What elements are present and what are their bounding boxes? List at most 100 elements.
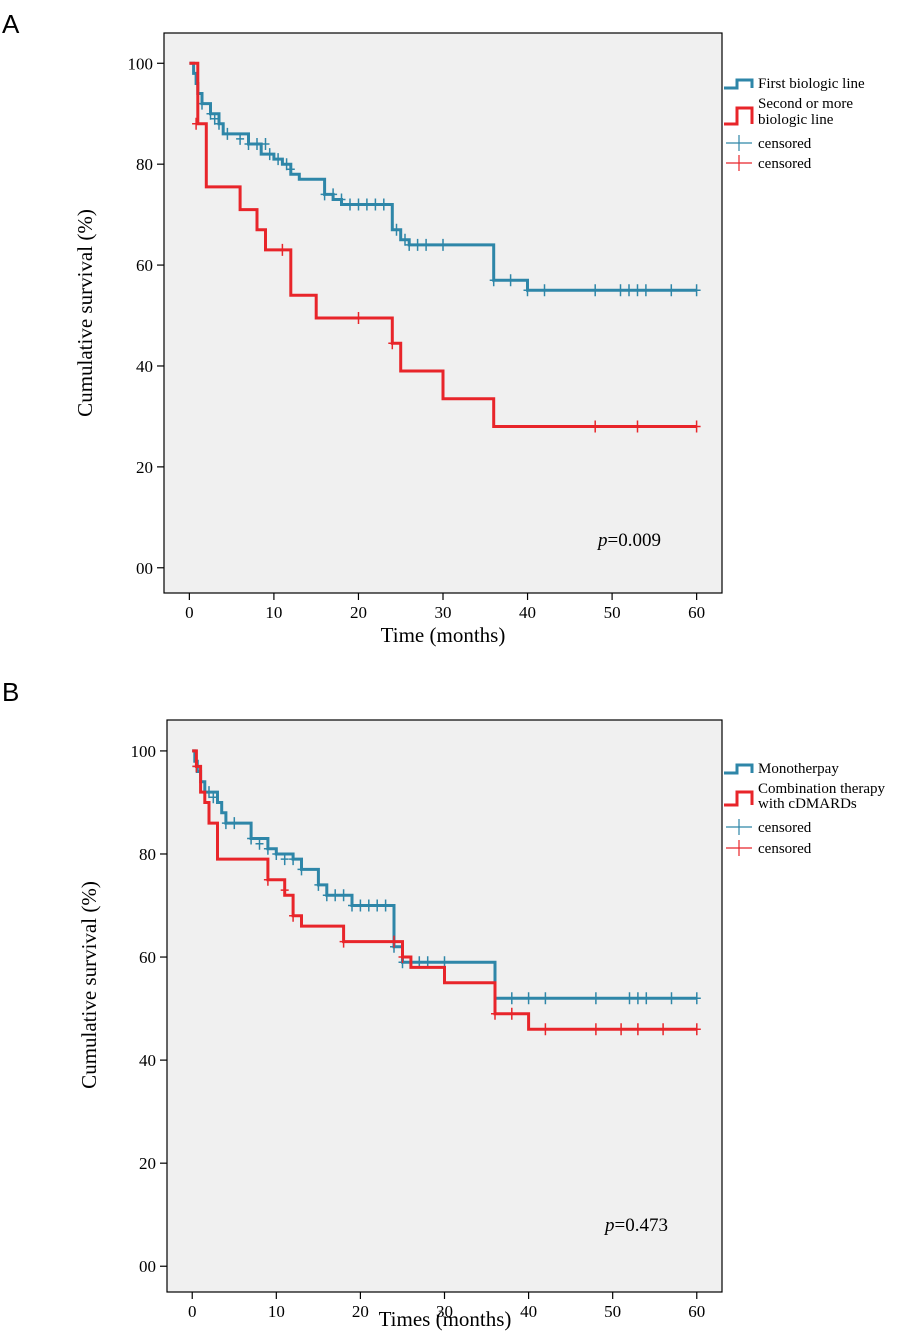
panel-a-legend-censor-mark-red (726, 155, 752, 171)
panel-b-series-2-censor-mark (591, 1023, 600, 1036)
panel-a-series-1-censor-mark (282, 158, 291, 171)
panel-b-series-1-censor-mark (209, 791, 218, 804)
panel-a-x-tick-label: 0 (185, 603, 194, 622)
panel-a-series-1-censor-mark (506, 274, 515, 287)
panel-b-chart: 0 10 20 30 40 50 60 00 20 40 60 80 100 Times (months… (77, 719, 886, 1331)
panel-a-series-1-censor-mark (413, 238, 422, 251)
panel-a-series-1-censor-mark (379, 198, 388, 211)
panel-a-series (189, 61, 701, 433)
panel-b-legend-censored-blue: censored (758, 820, 812, 836)
panel-b-y-tick-label: 00 (139, 1257, 156, 1276)
panel-a-x-tick-label: 40 (519, 603, 536, 622)
panel-b-x-tick-label: 60 (688, 1302, 705, 1321)
panel-b-series-2-censor-mark (289, 909, 298, 922)
panel-a-p-value-text: =0.009 (608, 530, 661, 551)
panel-b-series-2-censor-mark (398, 951, 407, 963)
panel-a-series-1-censor-mark (337, 193, 346, 206)
panel-b-series-1-censor-mark (339, 889, 348, 902)
panel-a-series-1-censor-mark (625, 284, 633, 297)
panel-a-series-2-censor-mark (633, 420, 642, 433)
panel-a-series-1-censor-mark (354, 198, 363, 211)
panel-a-series-2-censor-mark (591, 420, 600, 433)
panel-b-x-tick-label: 40 (520, 1302, 537, 1321)
panel-a-series-1-censor-mark (320, 188, 329, 201)
panel-b-series-2-censor-mark (633, 1023, 642, 1036)
panel-a-series-2-line (189, 61, 697, 428)
panel-a-legend: First biologic line Second or more biolog… (724, 76, 865, 172)
panel-a-series-1-censor-mark (215, 117, 223, 130)
panel-b-legend: Monotherpay Combination therapy with cDMA… (724, 761, 886, 857)
panel-a-legend-label-second-line: Second or more biologic line (758, 96, 853, 128)
panel-b-series (192, 749, 701, 1036)
panel-b-series-1-censor-mark (625, 992, 634, 1005)
panel-b-series-1-censor-mark (692, 992, 701, 1005)
panel-a-series-1-censor-mark (206, 107, 215, 120)
panel-a-series-1-censor-mark (523, 284, 532, 297)
panel-b-plot-area (166, 719, 723, 1293)
panel-a-series-2-censor-mark (278, 243, 287, 256)
panel-b-y-axis-title: Cumulative survival (%) (77, 881, 101, 1089)
panel-b-series-2-censor-mark (339, 935, 348, 948)
panel-a-y-tick-label: 80 (136, 155, 153, 174)
panel-b-series-2-censor-mark (390, 935, 398, 948)
panel-b-x-tick-label: 10 (268, 1302, 285, 1321)
panel-label-b: B (2, 677, 19, 707)
panel-a-series-1-censor-mark (329, 188, 338, 201)
panel-b-series-1-censor-mark (642, 992, 651, 1005)
panel-b-legend-label-monotherapy: Monotherpay (758, 761, 839, 777)
panel-a-series-1-censor-mark (667, 284, 676, 297)
panel-b-series-1-censor-mark (230, 817, 239, 830)
panel-a-series-1-line (189, 61, 697, 292)
panel-b-series-1-censor-mark (364, 899, 373, 912)
panel-b-axes: 0 10 20 30 40 50 60 00 20 40 60 80 100 (131, 742, 706, 1321)
panel-b-series-1-censor-mark (541, 992, 550, 1005)
panel-b-series-1-censor-mark (255, 837, 264, 850)
panel-a-series-1-censor-mark (401, 233, 409, 246)
panel-label-a: A (2, 9, 20, 39)
panel-a-series-1-censor-mark (362, 198, 371, 211)
panel-a-x-axis-title: Time (months) (381, 623, 506, 647)
panel-a-x-tick-label: 30 (435, 603, 452, 622)
panel-b-y-tick-label: 60 (139, 948, 156, 967)
panel-a-x-tick-label: 10 (265, 603, 282, 622)
panel-a-series-1-censor-mark (253, 138, 261, 150)
panel-a-x-tick-label: 60 (688, 603, 705, 622)
panel-b-series-1-censor-mark (373, 899, 382, 912)
panel-b-series-1-censor-mark (322, 889, 331, 902)
panel-b-series-1-censor-mark (507, 992, 516, 1005)
panel-b-series-1-censor-mark (331, 889, 340, 902)
panel-b-legend-censor-mark-blue (726, 819, 752, 835)
panel-a-legend-swatch-first-line (724, 78, 754, 90)
panel-a-series-1-censor-mark (371, 198, 380, 211)
panel-a-plot-area (163, 32, 723, 594)
panel-a-chart: 0 10 20 30 40 50 60 00 20 40 60 80 100 Time (months)… (73, 32, 865, 647)
panel-b-series-2-censor-mark (659, 1023, 668, 1036)
panel-b-series-1-censor-mark (314, 878, 323, 891)
panel-a-series-2-censor-mark (354, 312, 363, 324)
panel-b-y-tick-label: 100 (131, 742, 157, 761)
panel-a-legend-censored-blue: censored (758, 136, 812, 152)
panel-b-legend-censored-red: censored (758, 841, 812, 857)
panel-a-p-value: p=0.009 (596, 530, 661, 551)
panel-b-legend-label-combination: Combination therapy with cDMARDs (758, 781, 886, 812)
panel-a-p-symbol: p (596, 530, 608, 551)
panel-b-y-tick-label: 80 (139, 845, 156, 864)
panel-a-series-1-censor-mark (692, 284, 701, 297)
panel-b-series-1-censor-mark (297, 863, 306, 876)
panel-a-legend-label-second-line-part1: Second or more (758, 96, 853, 112)
panel-a-series-1-censor-mark (591, 284, 600, 297)
panel-b-series-2-censor-mark (491, 1007, 499, 1020)
panel-b-x-axis-title: Times (months) (379, 1307, 512, 1331)
panel-a-series-1-censor-mark (274, 153, 283, 166)
panel-a-series-1-censor-mark (540, 284, 549, 297)
panel-b-series-1-censor-mark (356, 899, 365, 912)
panel-b-series-2-censor-mark (617, 1023, 626, 1036)
panel-a-series-1-censor-mark (198, 97, 206, 110)
panel-a-series-1-censor-mark (286, 163, 295, 176)
panel-a-series-1-censor-mark (439, 238, 447, 251)
panel-a-y-tick-label: 60 (136, 256, 153, 275)
panel-b-x-tick-label: 30 (436, 1302, 453, 1321)
panel-b-x-tick-label: 20 (352, 1302, 369, 1321)
panel-a-y-axis-title: Cumulative survival (%) (73, 209, 97, 417)
panel-b-series-1-censor-mark (280, 853, 289, 866)
